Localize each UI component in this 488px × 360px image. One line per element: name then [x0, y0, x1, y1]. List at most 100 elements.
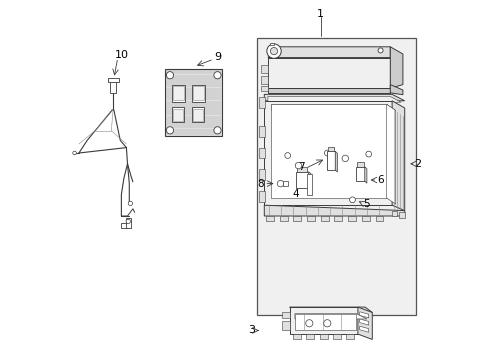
Polygon shape — [326, 151, 335, 170]
Circle shape — [277, 180, 283, 187]
Bar — [257, 38, 415, 315]
Polygon shape — [264, 101, 391, 205]
Polygon shape — [361, 216, 369, 221]
Polygon shape — [125, 218, 131, 228]
Polygon shape — [319, 334, 327, 339]
Circle shape — [166, 72, 173, 79]
Polygon shape — [267, 96, 400, 102]
Polygon shape — [389, 85, 402, 95]
Polygon shape — [292, 334, 301, 339]
Bar — [193, 86, 203, 100]
Polygon shape — [267, 88, 389, 93]
Polygon shape — [271, 104, 395, 111]
Circle shape — [73, 151, 76, 155]
Polygon shape — [258, 191, 264, 202]
Polygon shape — [386, 104, 395, 204]
Bar — [171, 107, 184, 122]
Circle shape — [213, 72, 221, 79]
Polygon shape — [356, 162, 363, 167]
Text: 1: 1 — [317, 9, 324, 19]
Circle shape — [365, 151, 371, 157]
Polygon shape — [107, 78, 118, 82]
Polygon shape — [389, 47, 402, 88]
Polygon shape — [391, 101, 404, 211]
Circle shape — [323, 320, 330, 327]
Polygon shape — [279, 216, 287, 221]
Polygon shape — [357, 307, 371, 339]
Polygon shape — [264, 94, 404, 101]
Polygon shape — [334, 216, 342, 221]
Text: 7: 7 — [298, 162, 304, 172]
Polygon shape — [282, 321, 289, 330]
Polygon shape — [335, 151, 337, 172]
Polygon shape — [283, 181, 287, 186]
Polygon shape — [295, 172, 308, 188]
Text: 6: 6 — [376, 175, 383, 185]
Polygon shape — [359, 312, 368, 318]
Text: 10: 10 — [115, 50, 129, 60]
Polygon shape — [347, 216, 355, 221]
Text: 2: 2 — [414, 159, 421, 169]
Polygon shape — [267, 47, 389, 58]
Text: 9: 9 — [214, 51, 221, 62]
Circle shape — [213, 127, 221, 134]
Polygon shape — [110, 81, 116, 93]
Polygon shape — [306, 174, 311, 195]
Polygon shape — [258, 126, 264, 137]
Polygon shape — [269, 43, 273, 45]
Text: 4: 4 — [292, 189, 299, 199]
Polygon shape — [294, 314, 366, 319]
Bar — [171, 85, 185, 102]
Text: 8: 8 — [257, 179, 263, 189]
Polygon shape — [327, 147, 333, 151]
Polygon shape — [399, 212, 404, 218]
Polygon shape — [306, 216, 314, 221]
Polygon shape — [294, 314, 355, 330]
Polygon shape — [258, 148, 264, 158]
Polygon shape — [308, 172, 310, 190]
Polygon shape — [289, 307, 357, 334]
Polygon shape — [364, 167, 366, 183]
Polygon shape — [121, 223, 127, 228]
Polygon shape — [293, 216, 301, 221]
Bar — [165, 69, 222, 136]
Polygon shape — [258, 169, 264, 180]
Polygon shape — [258, 97, 264, 108]
Polygon shape — [289, 307, 371, 312]
Circle shape — [128, 201, 132, 206]
Polygon shape — [271, 104, 386, 198]
Text: 5: 5 — [362, 199, 369, 210]
Polygon shape — [355, 167, 364, 181]
Polygon shape — [359, 326, 368, 332]
Polygon shape — [306, 334, 314, 339]
Circle shape — [126, 219, 130, 224]
Bar — [172, 86, 184, 100]
Polygon shape — [346, 334, 354, 339]
Polygon shape — [296, 167, 306, 172]
Polygon shape — [282, 312, 289, 318]
Circle shape — [324, 150, 329, 156]
Bar — [193, 109, 203, 121]
Polygon shape — [260, 65, 267, 73]
Polygon shape — [332, 334, 340, 339]
Polygon shape — [265, 216, 273, 221]
Bar — [192, 85, 204, 102]
Polygon shape — [391, 211, 397, 216]
Polygon shape — [375, 216, 383, 221]
Polygon shape — [260, 86, 267, 91]
Circle shape — [284, 153, 290, 158]
Polygon shape — [267, 58, 389, 88]
Bar — [192, 107, 203, 122]
Circle shape — [295, 162, 301, 169]
Polygon shape — [320, 216, 328, 221]
Circle shape — [305, 320, 312, 327]
Circle shape — [349, 197, 355, 203]
Circle shape — [266, 44, 281, 58]
Polygon shape — [260, 76, 267, 84]
Circle shape — [342, 155, 348, 162]
Polygon shape — [264, 205, 404, 216]
Bar — [172, 109, 183, 121]
Circle shape — [377, 48, 382, 53]
Circle shape — [166, 127, 173, 134]
Text: 3: 3 — [248, 325, 255, 336]
